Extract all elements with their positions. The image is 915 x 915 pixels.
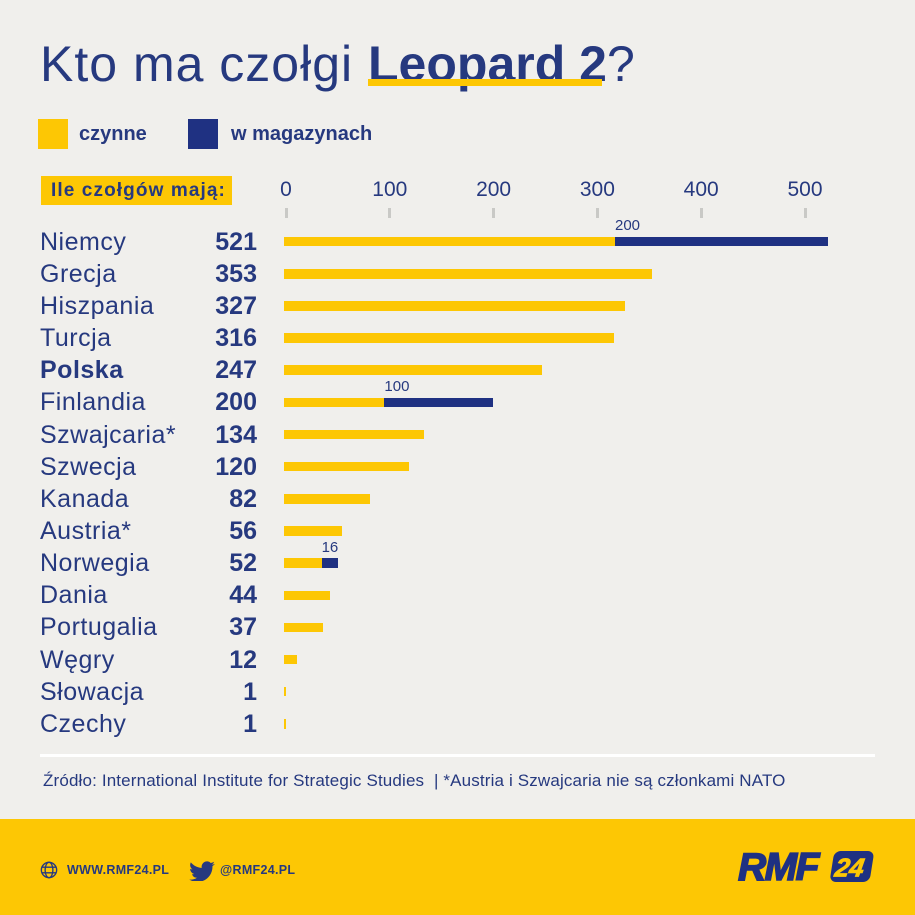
svg-text:24: 24 xyxy=(832,853,867,883)
svg-text:RMF: RMF xyxy=(738,847,821,887)
